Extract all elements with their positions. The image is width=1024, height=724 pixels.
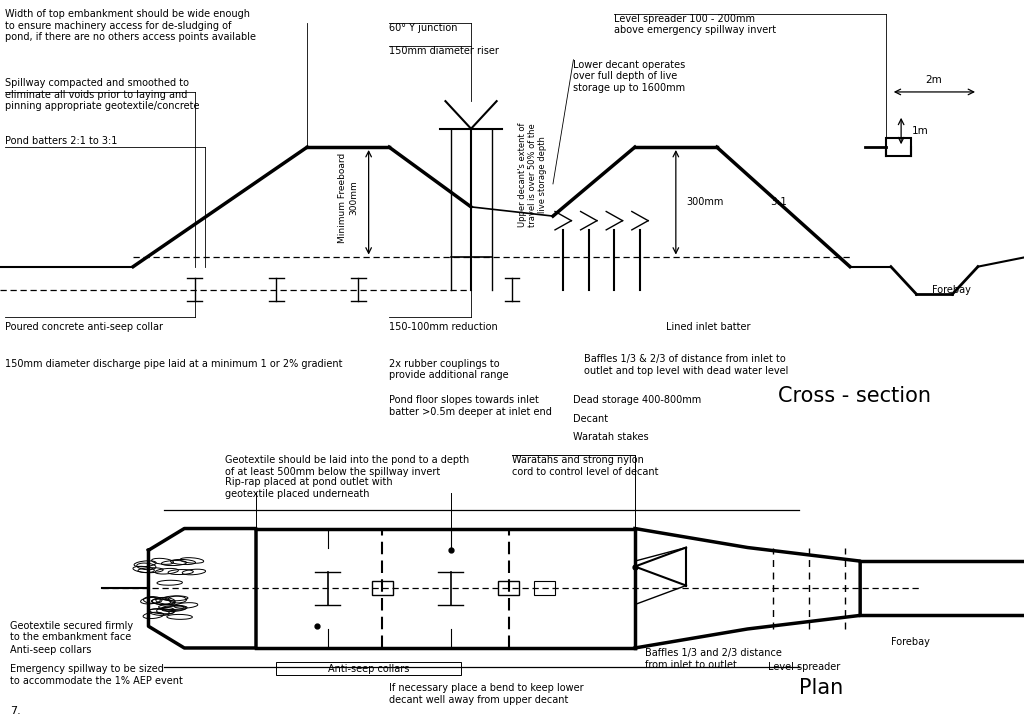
Text: 3:1: 3:1 bbox=[770, 197, 786, 207]
Text: Pond floor slopes towards inlet
batter >0.5m deeper at inlet end: Pond floor slopes towards inlet batter >… bbox=[389, 395, 552, 417]
Text: 60° Y junction: 60° Y junction bbox=[389, 23, 458, 33]
Text: Pond batters 2:1 to 3:1: Pond batters 2:1 to 3:1 bbox=[5, 135, 118, 146]
Text: Level spreader 100 - 200mm
above emergency spillway invert: Level spreader 100 - 200mm above emergen… bbox=[614, 14, 776, 35]
Text: 300mm: 300mm bbox=[686, 197, 723, 207]
Text: Anti-seep collars: Anti-seep collars bbox=[328, 665, 410, 674]
Bar bbox=[499, 581, 519, 595]
Text: 150mm diameter riser: 150mm diameter riser bbox=[389, 46, 499, 56]
Text: Upper decant's extent of
travel is over 50% of the
live storage depth: Upper decant's extent of travel is over … bbox=[517, 122, 548, 227]
Text: Lower decant operates
over full depth of live
storage up to 1600mm: Lower decant operates over full depth of… bbox=[573, 60, 686, 93]
Bar bbox=[886, 138, 911, 156]
Text: 150-100mm reduction: 150-100mm reduction bbox=[389, 321, 498, 332]
Text: 1m: 1m bbox=[911, 126, 928, 136]
Text: Plan: Plan bbox=[799, 678, 843, 698]
Text: Baffles 1/3 & 2/3 of distance from inlet to
outlet and top level with dead water: Baffles 1/3 & 2/3 of distance from inlet… bbox=[584, 354, 788, 376]
Text: Poured concrete anti-seep collar: Poured concrete anti-seep collar bbox=[5, 321, 163, 332]
Text: Waratah stakes: Waratah stakes bbox=[573, 432, 649, 442]
Text: Forebay: Forebay bbox=[932, 285, 971, 295]
Text: Dead storage 400-800mm: Dead storage 400-800mm bbox=[573, 395, 701, 405]
Text: Geotextile secured firmly
to the embankment face: Geotextile secured firmly to the embankm… bbox=[10, 621, 133, 642]
Text: Anti-seep collars: Anti-seep collars bbox=[10, 645, 91, 655]
Text: Spillway compacted and smoothed to
eliminate all voids prior to laying and
pinni: Spillway compacted and smoothed to elimi… bbox=[5, 78, 200, 111]
Bar bbox=[276, 662, 461, 675]
Text: Lined inlet batter: Lined inlet batter bbox=[666, 321, 751, 332]
Text: 150mm diameter discharge pipe laid at a minimum 1 or 2% gradient: 150mm diameter discharge pipe laid at a … bbox=[5, 358, 343, 369]
Bar bbox=[372, 581, 392, 595]
Text: Forebay: Forebay bbox=[891, 637, 930, 647]
Text: Rip-rap placed at pond outlet with
geotextile placed underneath: Rip-rap placed at pond outlet with geote… bbox=[225, 477, 393, 499]
Text: Geotextile should be laid into the pond to a depth
of at least 500mm below the s: Geotextile should be laid into the pond … bbox=[225, 455, 470, 477]
Text: Level spreader: Level spreader bbox=[768, 662, 841, 672]
Text: 7.: 7. bbox=[10, 706, 20, 716]
Text: Width of top embankment should be wide enough
to ensure machinery access for de-: Width of top embankment should be wide e… bbox=[5, 9, 256, 43]
Text: Cross - section: Cross - section bbox=[778, 386, 931, 406]
Text: Baffles 1/3 and 2/3 distance
from inlet to outlet: Baffles 1/3 and 2/3 distance from inlet … bbox=[645, 648, 782, 670]
Text: If necessary place a bend to keep lower
decant well away from upper decant: If necessary place a bend to keep lower … bbox=[389, 683, 584, 705]
Text: Waratahs and strong nylon
cord to control level of decant: Waratahs and strong nylon cord to contro… bbox=[512, 455, 658, 477]
Text: 2x rubber couplings to
provide additional range: 2x rubber couplings to provide additiona… bbox=[389, 358, 509, 380]
Bar bbox=[535, 581, 555, 595]
Text: Decant: Decant bbox=[573, 414, 608, 424]
Text: Minimum Freeboard
300mm: Minimum Freeboard 300mm bbox=[339, 153, 357, 243]
Text: Emergency spillway to be sized
to accommodate the 1% AEP event: Emergency spillway to be sized to accomm… bbox=[10, 665, 183, 686]
Text: 2m: 2m bbox=[926, 75, 942, 85]
